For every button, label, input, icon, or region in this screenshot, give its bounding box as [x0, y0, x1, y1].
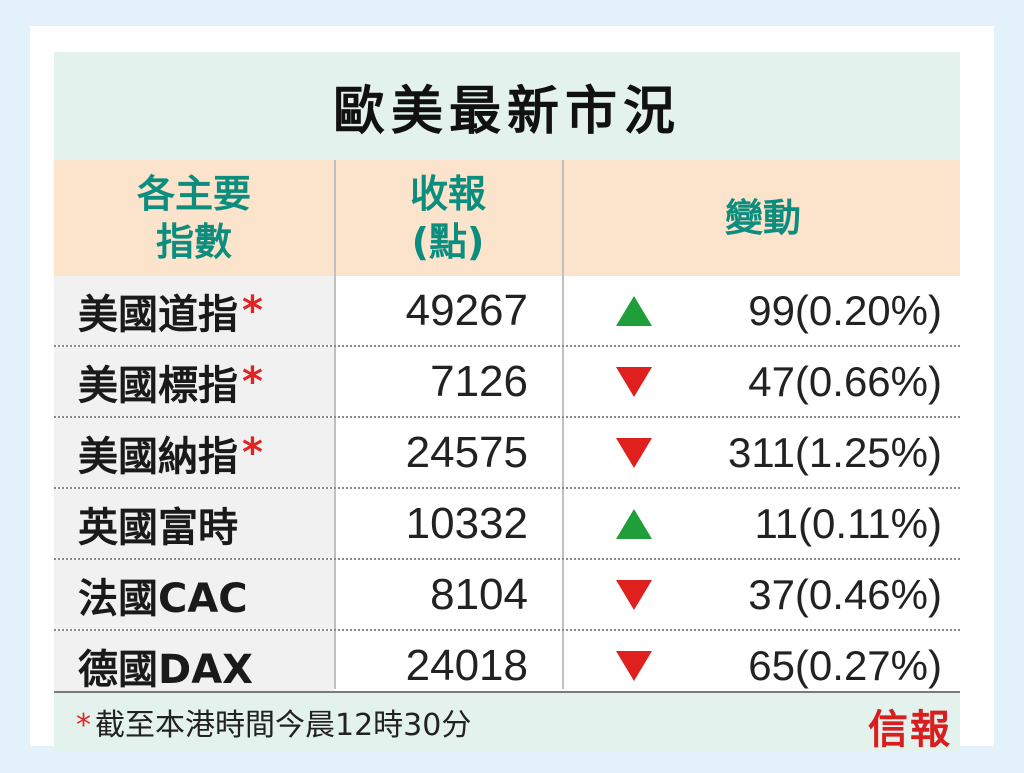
- change-value: 37(0.46%): [748, 570, 942, 618]
- index-name-cell: 美國道指 *: [54, 276, 334, 345]
- table-row: 美國標指 * 7126 47(0.66%): [54, 347, 960, 418]
- brand-logo: 信報: [868, 706, 952, 753]
- down-arrow-icon: [614, 560, 654, 629]
- down-arrow-icon: [614, 418, 654, 487]
- close-value: 49267: [405, 285, 528, 335]
- table-row: 美國道指 * 49267 99(0.20%): [54, 276, 960, 347]
- table-row: 德國DAX 24018 65(0.27%): [54, 631, 960, 700]
- asterisk-mark: *: [242, 358, 263, 405]
- footnote: * 截至本港時間今晨12時30分: [54, 700, 471, 744]
- header-divider: [562, 160, 564, 276]
- index-name-cell: 德國DAX: [54, 631, 334, 700]
- up-arrow-icon: [614, 276, 654, 345]
- header-close: 收報 (點): [336, 160, 560, 276]
- close-value: 24018: [405, 640, 528, 690]
- header-close-line1: 收報: [409, 172, 486, 216]
- index-name-cell: 法國CAC: [54, 560, 334, 629]
- index-name: 英國富時: [78, 504, 238, 551]
- header-change: 變動: [566, 160, 960, 276]
- header-close-line2: (點): [411, 220, 485, 264]
- change-value: 65(0.27%): [748, 641, 942, 689]
- down-arrow-icon: [614, 631, 654, 700]
- table-row: 英國富時 10332 11(0.11%): [54, 489, 960, 560]
- index-name-cell: 英國富時: [54, 489, 334, 558]
- table-footer: * 截至本港時間今晨12時30分 信報: [54, 691, 960, 753]
- index-name: 美國標指: [78, 362, 238, 409]
- header-index: 各主要 指數: [54, 160, 334, 276]
- change-value: 47(0.66%): [748, 357, 942, 405]
- column-divider: [334, 276, 336, 689]
- market-table-card: 歐美最新市況 各主要 指數 收報 (點) 變動 美國道指 * 49267 99(0…: [30, 26, 994, 753]
- down-arrow-icon: [614, 347, 654, 416]
- index-name: 美國道指: [78, 291, 238, 338]
- table-row: 法國CAC 8104 37(0.46%): [54, 560, 960, 631]
- table-row: 美國納指 * 24575 311(1.25%): [54, 418, 960, 489]
- index-name-cell: 美國標指 *: [54, 347, 334, 416]
- table-body: 美國道指 * 49267 99(0.20%) 美國標指 * 7126 47(0.66…: [54, 276, 960, 700]
- asterisk-mark: *: [242, 429, 263, 476]
- index-name: 美國納指: [78, 433, 238, 480]
- index-name: 德國DAX: [78, 646, 253, 693]
- change-value: 311(1.25%): [727, 428, 942, 476]
- change-value: 99(0.20%): [748, 286, 942, 334]
- header-divider: [334, 160, 336, 276]
- header-change-label: 變動: [724, 196, 801, 240]
- change-value: 11(0.11%): [754, 499, 942, 547]
- footnote-text: 截至本港時間今晨12時30分: [95, 708, 472, 743]
- asterisk-mark: *: [242, 287, 263, 334]
- close-value: 24575: [405, 427, 528, 477]
- asterisk-mark: *: [76, 708, 91, 743]
- index-name: 法國CAC: [78, 575, 248, 622]
- header-index-line1: 各主要: [136, 172, 251, 216]
- close-value: 7126: [430, 356, 528, 406]
- up-arrow-icon: [614, 489, 654, 558]
- column-divider: [562, 276, 564, 689]
- close-value: 8104: [430, 569, 528, 619]
- header-index-line2: 指數: [155, 220, 232, 264]
- close-value: 10332: [405, 498, 528, 548]
- table-header: 各主要 指數 收報 (點) 變動: [54, 160, 960, 276]
- table-title: 歐美最新市況: [54, 52, 960, 160]
- index-name-cell: 美國納指 *: [54, 418, 334, 487]
